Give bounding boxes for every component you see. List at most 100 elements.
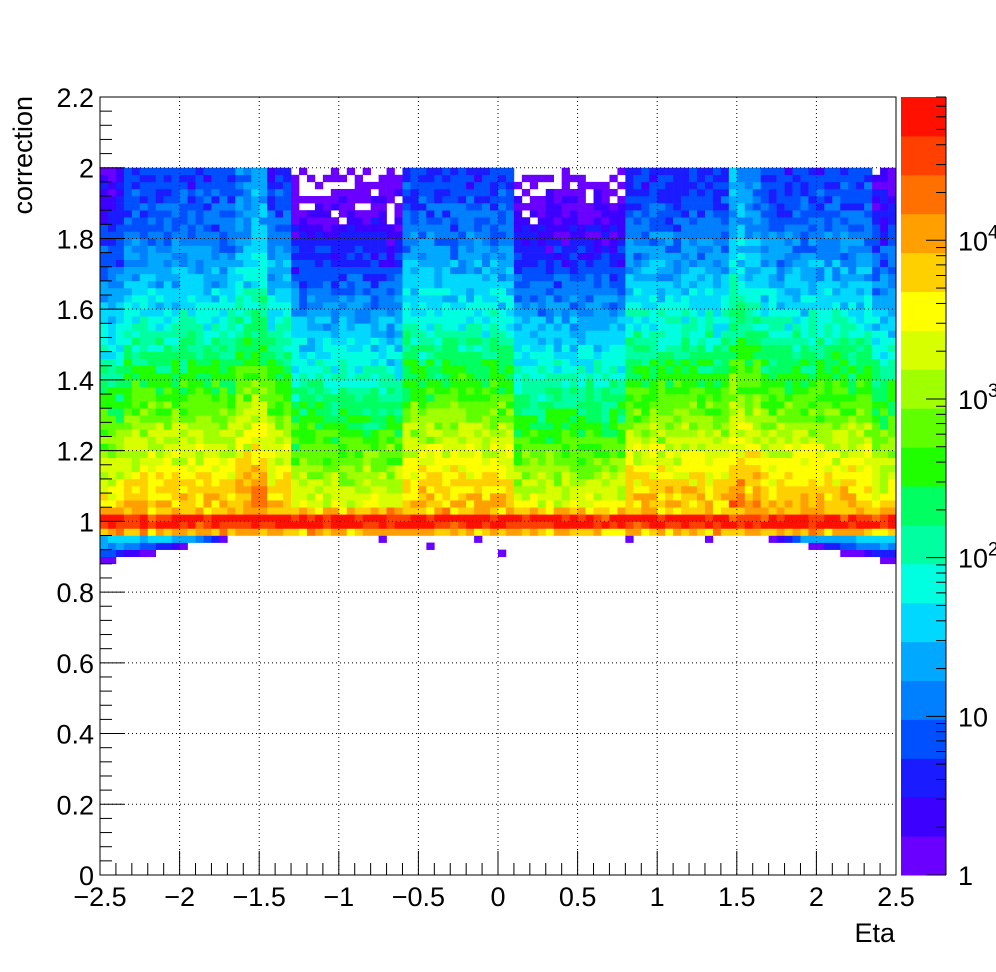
- heat-cell: [227, 167, 236, 176]
- heat-cell: [521, 238, 531, 246]
- heat-cell: [107, 386, 117, 395]
- heat-cell: [474, 224, 483, 232]
- heat-cell: [195, 196, 204, 204]
- heat-cell: [155, 245, 164, 253]
- heat-cell: [306, 372, 316, 381]
- heat-cell: [100, 379, 109, 388]
- heat-cell: [354, 521, 363, 529]
- heat-cell: [434, 478, 443, 487]
- heat-cell: [203, 188, 212, 197]
- heat-cell: [378, 231, 387, 239]
- heat-cell: [760, 521, 769, 529]
- heat-cell: [466, 167, 475, 176]
- heat-cell: [561, 259, 570, 268]
- heat-cell: [275, 500, 284, 508]
- heat-cell: [155, 167, 164, 176]
- heat-cell: [291, 210, 300, 218]
- heat-cell: [649, 167, 658, 176]
- heat-cell: [577, 486, 586, 494]
- heat-cell: [275, 344, 284, 352]
- heat-cell: [673, 316, 682, 324]
- heat-cell: [100, 302, 109, 310]
- heat-cell: [490, 443, 499, 451]
- heat-cell: [243, 429, 252, 437]
- heat-cell: [259, 521, 268, 529]
- heat-cell: [474, 372, 483, 381]
- heat-cell: [633, 358, 642, 367]
- heat-cell: [736, 358, 746, 367]
- heat-cell: [155, 259, 164, 268]
- heat-cell: [681, 238, 690, 246]
- heat-cell: [338, 514, 348, 522]
- heat-cell: [219, 337, 228, 345]
- heat-cell: [139, 521, 149, 529]
- heat-cell: [139, 429, 149, 437]
- heat-cell: [402, 196, 411, 204]
- heat-cell: [338, 422, 348, 430]
- heat-cell: [227, 401, 236, 409]
- heat-cell: [211, 500, 220, 508]
- heat-cell: [689, 167, 698, 176]
- heat-cell: [394, 295, 403, 303]
- heat-cell: [346, 394, 356, 402]
- heat-cell: [147, 394, 157, 402]
- heat-cell: [155, 450, 164, 459]
- heat-cell: [386, 514, 395, 522]
- heat-cell: [498, 429, 507, 437]
- heat-cell: [410, 464, 419, 473]
- heat-cell: [585, 422, 594, 430]
- heat-cell: [267, 344, 276, 352]
- heat-cell: [251, 330, 260, 338]
- heat-cell: [768, 351, 777, 359]
- heat-cell: [123, 210, 133, 218]
- heat-cell: [800, 379, 809, 388]
- heat-cell: [736, 436, 746, 444]
- heat-cell: [402, 295, 411, 303]
- heat-cell: [100, 210, 109, 218]
- heat-cell: [115, 471, 125, 480]
- heat-cell: [402, 478, 411, 487]
- heat-cell: [744, 323, 754, 331]
- heat-cell: [195, 302, 204, 310]
- heat-cell: [203, 252, 212, 260]
- heat-cell: [768, 401, 777, 409]
- heat-cell: [641, 231, 650, 239]
- heat-cell: [848, 231, 857, 239]
- heat-cell: [115, 266, 125, 275]
- heat-cell: [410, 514, 419, 522]
- heat-cell: [585, 436, 594, 444]
- heat-cell: [139, 217, 149, 225]
- heat-cell: [235, 238, 244, 246]
- heat-cell: [665, 457, 674, 466]
- heat-cell: [840, 358, 849, 367]
- heat-cell: [474, 344, 483, 352]
- heat-cell: [657, 224, 666, 232]
- heat-cell: [641, 471, 650, 480]
- heat-cell: [354, 358, 363, 367]
- heat-cell: [537, 259, 547, 268]
- heat-cell: [195, 252, 204, 260]
- heat-cell: [529, 450, 539, 459]
- heat-cell: [720, 295, 730, 303]
- heat-cell: [513, 238, 523, 246]
- heat-cell: [593, 365, 602, 374]
- heat-cell: [617, 443, 626, 451]
- heat-cell: [760, 514, 769, 522]
- heat-cell: [490, 450, 499, 459]
- heat-cell: [561, 302, 570, 310]
- heat-cell: [641, 351, 650, 359]
- heat-cell: [139, 464, 149, 473]
- heat-cell: [505, 231, 515, 239]
- heat-cell: [736, 238, 746, 246]
- heat-cell: [505, 408, 515, 416]
- heat-cell: [139, 181, 149, 190]
- heat-cell: [577, 337, 586, 345]
- heat-cell: [824, 372, 833, 381]
- heat-cell: [466, 323, 475, 331]
- heat-cell: [832, 386, 841, 395]
- heat-cell: [291, 351, 300, 359]
- heat-cell: [569, 266, 578, 275]
- heat-cell: [545, 224, 555, 232]
- heat-cell: [537, 224, 547, 232]
- heat-cell: [689, 266, 698, 275]
